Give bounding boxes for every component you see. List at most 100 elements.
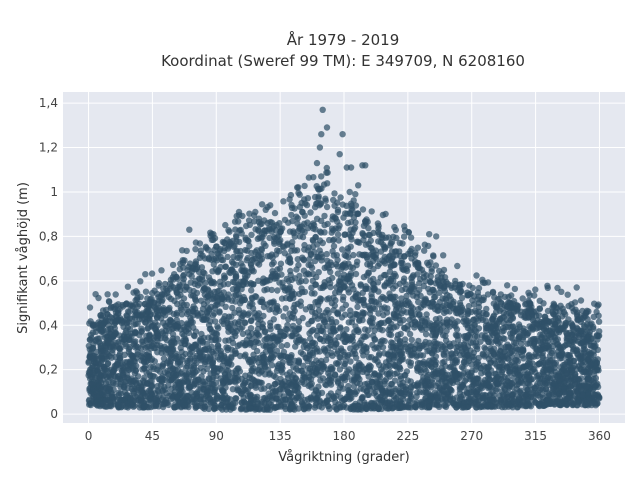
scatter-point <box>209 296 216 303</box>
scatter-point <box>524 396 532 404</box>
scatter-point <box>517 387 524 394</box>
scatter-point <box>461 344 469 352</box>
scatter-point <box>352 344 360 351</box>
scatter-point <box>285 219 292 226</box>
scatter-point <box>392 395 400 402</box>
scatter-point <box>567 383 574 390</box>
scatter-point <box>319 284 326 292</box>
scatter-point <box>187 317 195 324</box>
scatter-point <box>399 240 406 247</box>
scatter-point <box>354 303 361 311</box>
scatter-point <box>505 343 513 350</box>
scatter-point <box>305 320 312 328</box>
scatter-point <box>359 296 367 303</box>
scatter-point <box>411 252 419 259</box>
scatter-point <box>420 358 427 366</box>
scatter-point <box>461 354 468 361</box>
scatter-point <box>318 389 326 396</box>
scatter-point <box>253 347 261 355</box>
scatter-point <box>366 310 374 317</box>
scatter-point <box>479 392 487 399</box>
scatter-point <box>359 310 367 317</box>
scatter-point <box>503 311 510 318</box>
scatter-point <box>439 368 446 375</box>
scatter-point <box>419 377 426 384</box>
scatter-point <box>334 199 341 206</box>
scatter-point <box>426 392 434 399</box>
scatter-point <box>276 240 283 247</box>
scatter-point <box>254 325 262 333</box>
scatter-point <box>501 335 508 343</box>
scatter-point <box>102 380 110 387</box>
scatter-point <box>370 229 377 237</box>
scatter-point <box>478 370 485 377</box>
scatter-point <box>134 294 141 301</box>
scatter-point <box>466 398 473 405</box>
scatter-point <box>279 369 286 376</box>
scatter-point <box>509 329 517 336</box>
scatter-point <box>481 376 489 384</box>
scatter-point <box>174 275 181 283</box>
scatter-point <box>550 385 557 392</box>
scatter-point <box>408 336 415 344</box>
scatter-point <box>453 309 460 317</box>
scatter-point <box>253 337 260 345</box>
scatter-point <box>350 251 357 259</box>
scatter-point <box>339 330 347 337</box>
scatter-point <box>143 400 150 408</box>
scatter-point <box>232 379 239 386</box>
scatter-point <box>490 331 497 338</box>
scatter-point <box>386 357 393 365</box>
scatter-point <box>453 348 461 355</box>
scatter-point <box>309 352 317 359</box>
scatter-point <box>237 294 244 302</box>
scatter-point <box>322 197 329 204</box>
scatter-point <box>268 228 275 235</box>
scatter-point <box>334 263 341 270</box>
scatter-point <box>334 256 341 264</box>
scatter-point <box>269 332 277 339</box>
scatter-point <box>320 337 327 345</box>
scatter-point <box>398 310 405 317</box>
scatter-point <box>337 275 345 282</box>
scatter-point <box>127 394 134 402</box>
scatter-point <box>350 383 358 390</box>
scatter-point <box>590 375 597 383</box>
scatter-point <box>244 272 251 279</box>
scatter-point <box>245 310 253 317</box>
scatter-point <box>375 310 382 317</box>
chart-title-line2: Koordinat (Sweref 99 TM): E 349709, N 62… <box>161 52 525 70</box>
scatter-point <box>328 229 335 236</box>
scatter-point <box>354 258 361 265</box>
scatter-point <box>154 335 161 342</box>
scatter-point <box>475 303 483 311</box>
scatter-point <box>293 247 301 254</box>
scatter-point <box>458 384 465 391</box>
scatter-point <box>188 349 195 356</box>
scatter-point <box>154 328 161 336</box>
scatter-point <box>431 347 438 354</box>
scatter-point <box>517 371 524 378</box>
scatter-point <box>301 212 308 219</box>
scatter-point <box>225 313 233 320</box>
scatter-point <box>378 399 385 406</box>
scatter-point <box>398 348 405 355</box>
scatter-point <box>371 370 378 377</box>
scatter-point <box>426 278 434 285</box>
scatter-point <box>165 401 172 409</box>
scatter-point <box>165 381 172 389</box>
scatter-point <box>206 395 213 402</box>
scatter-point <box>498 300 505 307</box>
scatter-point <box>301 220 308 227</box>
scatter-point <box>116 306 123 313</box>
scatter-point <box>452 331 460 339</box>
scatter-point <box>339 335 346 342</box>
scatter-point <box>464 310 471 317</box>
scatter-point <box>115 373 122 380</box>
scatter-point <box>471 321 478 328</box>
scatter-point <box>163 390 170 397</box>
scatter-point <box>387 380 395 388</box>
scatter-point <box>569 322 576 329</box>
scatter-point <box>404 346 412 353</box>
scatter-point <box>448 350 455 357</box>
